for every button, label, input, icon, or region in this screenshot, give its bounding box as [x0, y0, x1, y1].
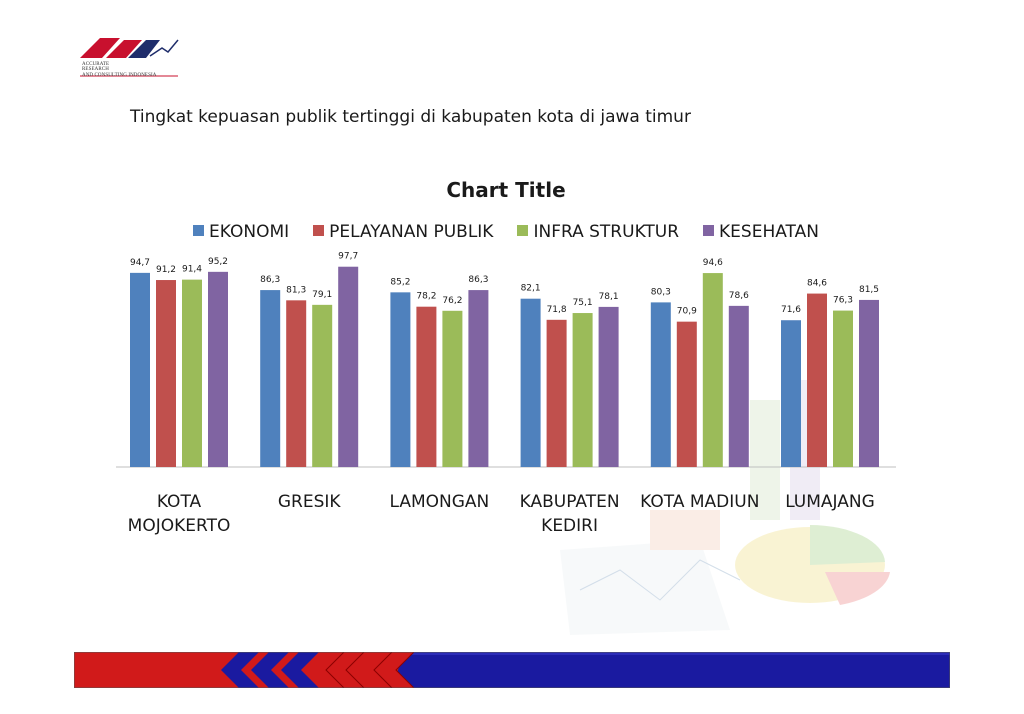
bar [520, 298, 541, 467]
legend-item: EKONOMI [193, 222, 289, 242]
logo [80, 38, 179, 77]
data-label: 78,2 [416, 292, 436, 302]
legend-item: PELAYANAN PUBLIK [313, 222, 493, 242]
page-heading: Tingkat kepuasan publik tertinggi di kab… [130, 107, 691, 127]
data-label: 71,8 [547, 305, 567, 315]
data-label: 80,3 [651, 287, 671, 297]
data-label: 94,6 [703, 258, 723, 268]
data-label: 70,9 [677, 307, 697, 317]
data-label: 71,6 [781, 305, 801, 315]
bar [702, 273, 723, 467]
x-tick-label: KOTA MOJOKERTO [117, 490, 241, 538]
data-label: 95,2 [208, 257, 228, 267]
legend-swatch [193, 225, 205, 236]
legend-swatch [517, 225, 529, 236]
logo-text: ACCURATE RESEARCH AND CONSULTING INDONES… [82, 62, 156, 78]
bar [286, 300, 307, 467]
bar [598, 306, 619, 467]
bar [676, 321, 697, 467]
footer-chevron [325, 652, 365, 688]
logo-red-shape [80, 38, 120, 58]
footer-chevron [373, 652, 415, 688]
data-label: 86,3 [468, 275, 488, 285]
logo-line: ACCURATE [82, 62, 110, 67]
legend-swatch [703, 225, 715, 236]
bar [833, 310, 853, 467]
footer-chevron [221, 652, 259, 688]
bar [468, 290, 489, 467]
legend-swatch [313, 225, 325, 236]
data-label: 76,2 [442, 296, 462, 306]
data-label: 78,6 [729, 291, 749, 301]
x-tick-label-line: MOJOKERTO [127, 516, 231, 536]
legend-item: KESEHATAN [703, 222, 819, 242]
chart-legend: EKONOMI PELAYANAN PUBLIK INFRA STRUKTUR KES… [0, 222, 1012, 242]
data-label: 91,2 [156, 265, 176, 275]
data-label: 76,3 [833, 296, 853, 306]
x-tick-label: LUMAJANG [768, 490, 892, 514]
logo-line: RESEARCH [82, 67, 109, 73]
footer-bar [74, 652, 950, 688]
legend-label: EKONOMI [209, 222, 290, 242]
data-label: 78,1 [599, 292, 619, 302]
x-tick-label: LAMONGAN [377, 490, 501, 514]
legend-label: PELAYANAN PUBLIK [329, 222, 494, 242]
data-label: 85,2 [390, 277, 410, 287]
bar [130, 272, 150, 467]
data-label: 86,3 [260, 275, 280, 285]
data-label: 84,6 [807, 279, 827, 289]
bar [650, 302, 671, 467]
data-label: 75,1 [573, 298, 593, 308]
data-label: 81,3 [286, 285, 306, 295]
x-tick-label: KOTA MADIUN [638, 490, 762, 514]
bar [208, 271, 228, 467]
x-tick-label-line: LAMONGAN [389, 492, 490, 512]
x-tick-label-line: KOTA [156, 492, 202, 512]
x-tick-label-line: KEDIRI [541, 516, 598, 536]
bar [390, 292, 411, 467]
bar [781, 320, 801, 467]
decorative-chart-graphic [560, 380, 890, 635]
logo-navy-shape [128, 40, 160, 58]
bar [338, 266, 359, 467]
bar [416, 306, 437, 467]
x-tick-label-line: KOTA MADIUN [640, 492, 760, 512]
data-label: 81,5 [859, 285, 879, 295]
bar [807, 293, 827, 467]
legend-label: KESEHATAN [719, 222, 819, 242]
legend-item: INFRA STRUKTUR [517, 222, 679, 242]
chart-title: Chart Title [446, 178, 566, 202]
bar [546, 319, 567, 467]
x-tick-label-line: KABUPATEN [519, 492, 620, 512]
bar [442, 310, 463, 467]
footer-chevron [281, 652, 319, 688]
data-label: 91,4 [182, 265, 202, 275]
data-label: 97,7 [338, 252, 358, 262]
logo-trend-line [149, 39, 179, 57]
legend-label: INFRA STRUKTUR [533, 222, 680, 242]
logo-line: AND CONSULTING INDONESIA [82, 72, 157, 78]
data-label: 82,1 [521, 284, 541, 294]
x-tick-label-line: LUMAJANG [785, 492, 875, 512]
bar [182, 279, 202, 467]
x-tick-label: KABUPATEN KEDIRI [508, 490, 632, 538]
bar [728, 305, 749, 467]
bar [572, 313, 593, 467]
x-tick-label-line: GRESIK [277, 492, 341, 512]
logo-red-shape-2 [106, 40, 142, 58]
bar [156, 280, 176, 467]
bar [859, 299, 879, 467]
data-label: 79,1 [312, 290, 332, 300]
footer-chevron [251, 652, 289, 688]
data-label: 94,7 [130, 258, 150, 268]
x-tick-label: GRESIK [247, 490, 371, 514]
bar [312, 304, 333, 467]
bar [260, 290, 281, 467]
